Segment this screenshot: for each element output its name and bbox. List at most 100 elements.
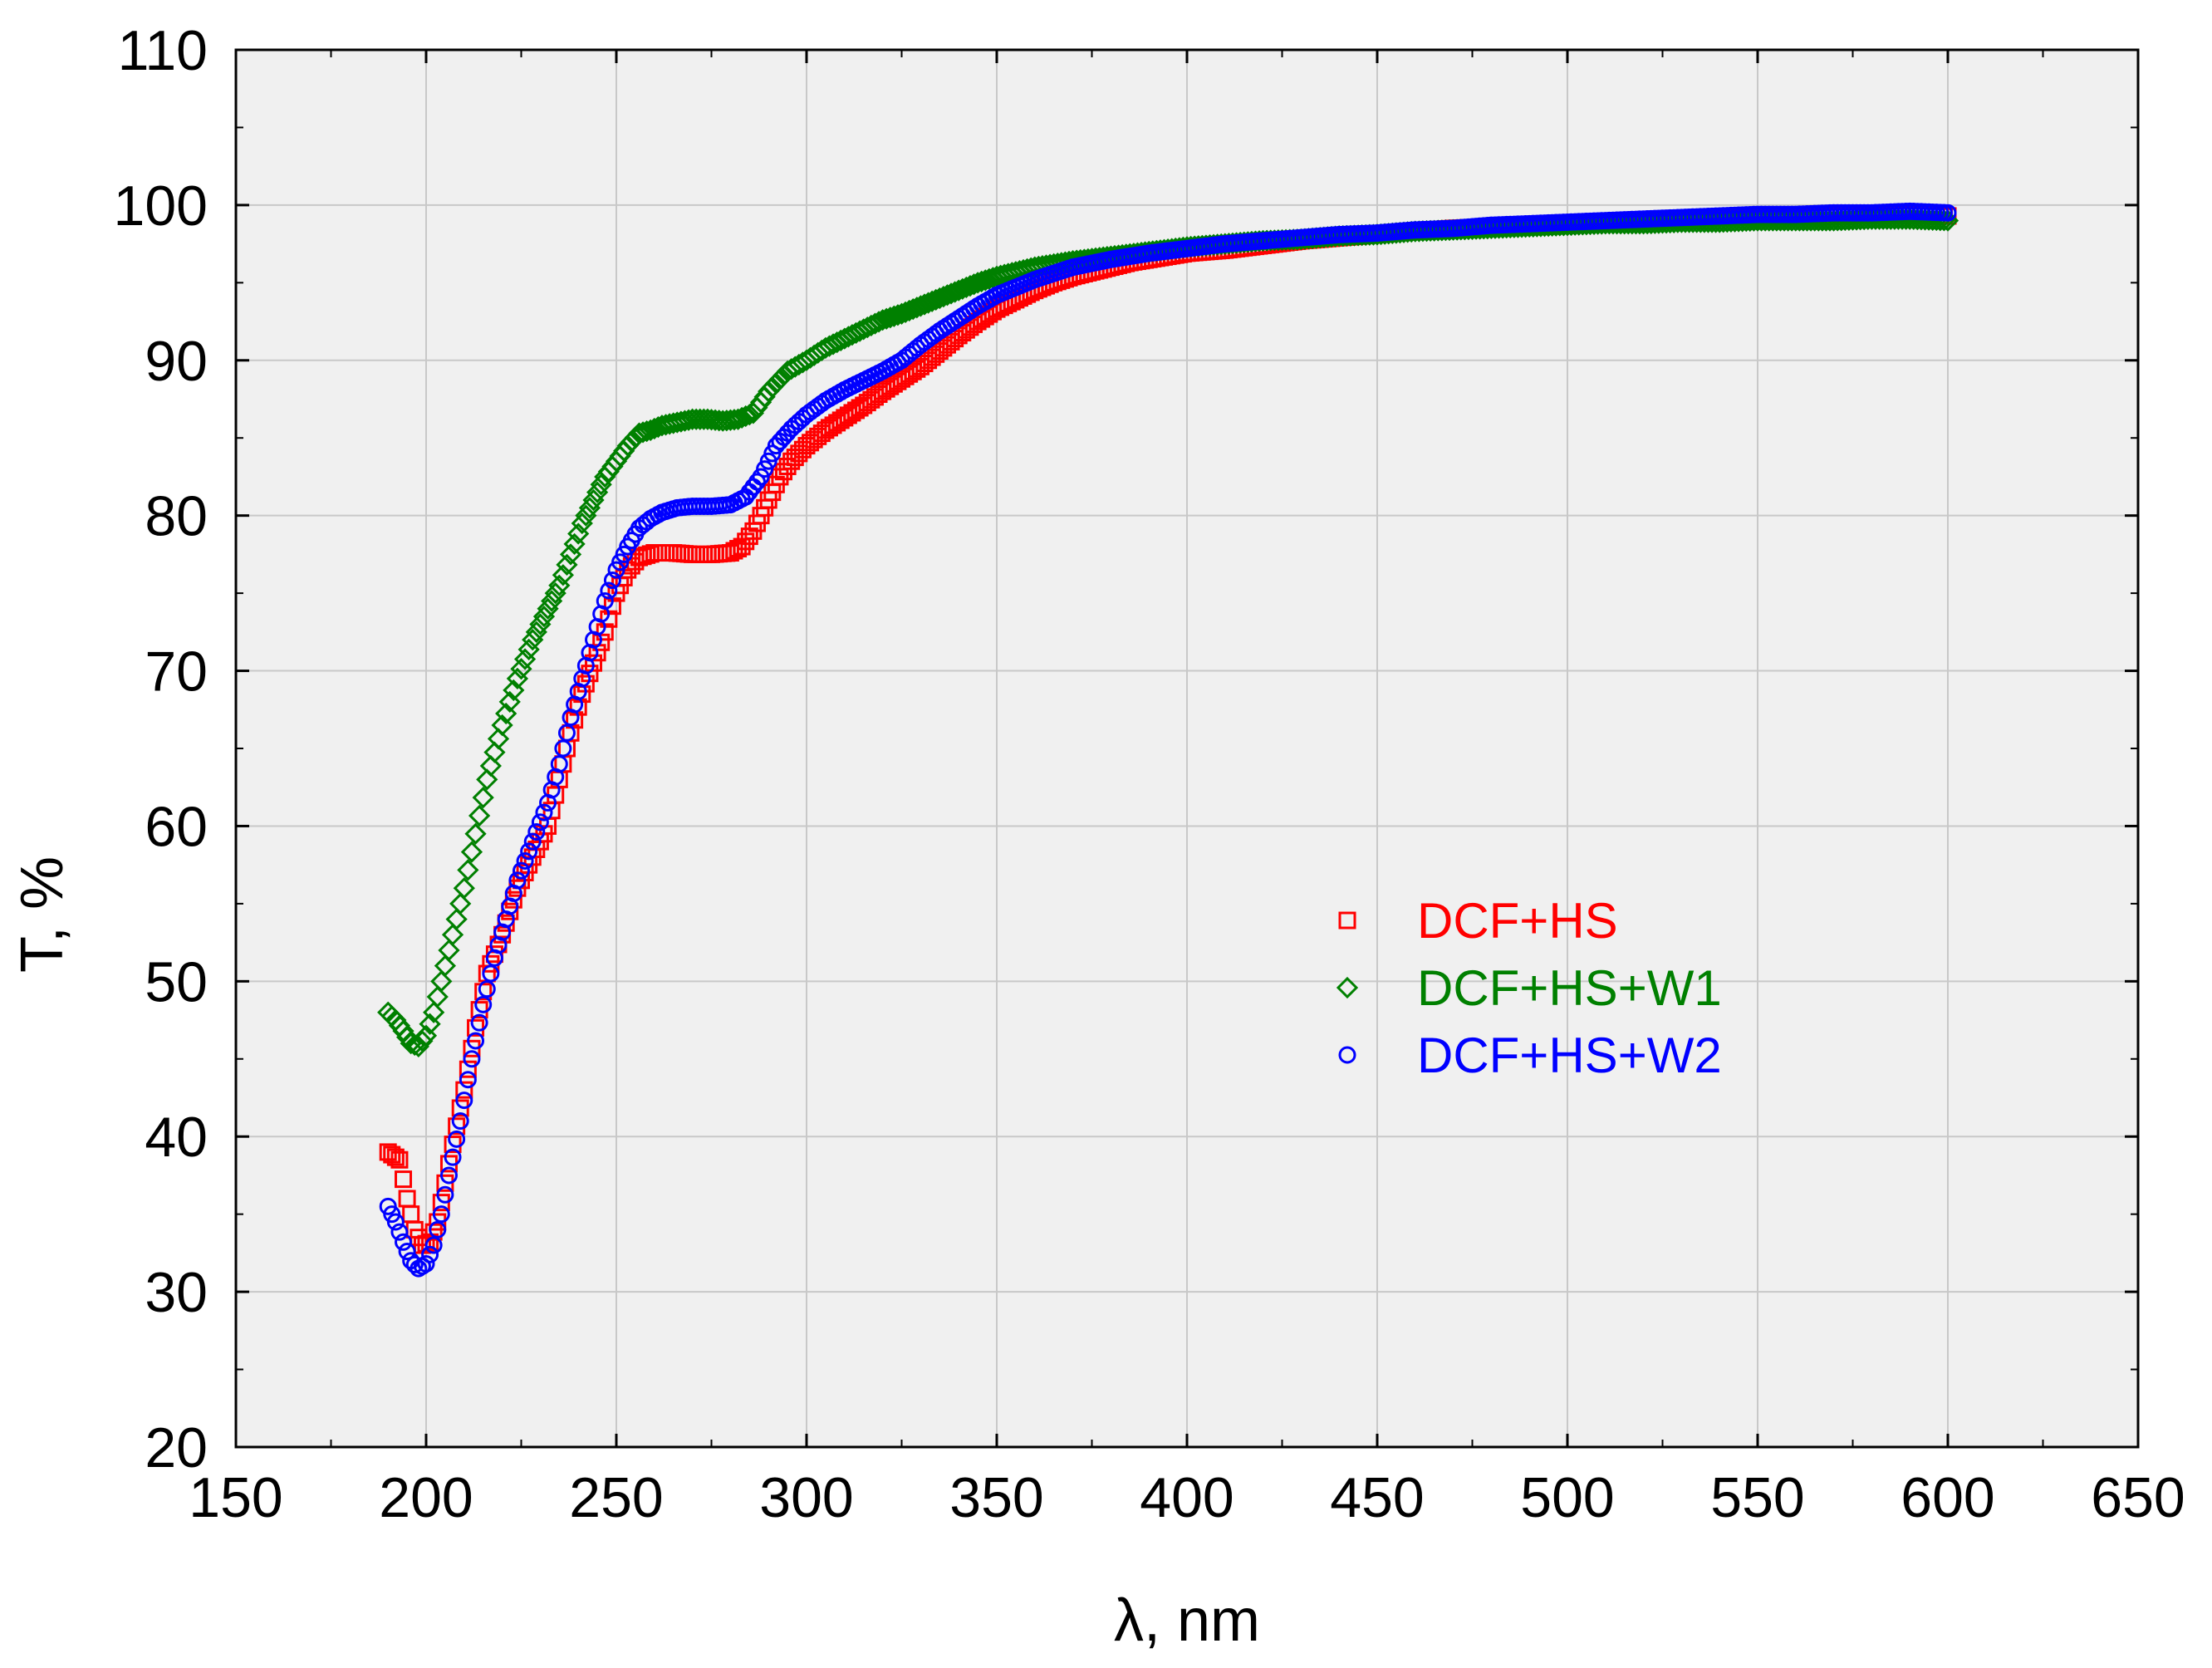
x-tick-label: 650 (2091, 1466, 2185, 1529)
x-tick-label: 200 (379, 1466, 473, 1529)
axis-ticks: 150 200 250 300 350 400 450 500 550 600 650 20 30 40 5… (114, 19, 2185, 1529)
legend-label: DCF+HS+W2 (1417, 1028, 1722, 1083)
data-point (575, 504, 597, 527)
data-point (970, 270, 993, 292)
data-point (620, 430, 643, 453)
x-tick-label: 300 (759, 1466, 853, 1529)
x-tick-label: 500 (1520, 1466, 1614, 1529)
data-point (529, 613, 552, 635)
data-point (578, 497, 601, 519)
y-tick-label: 30 (145, 1261, 208, 1324)
x-tick-label: 550 (1710, 1466, 1804, 1529)
data-point (478, 980, 496, 998)
data-point (438, 939, 460, 962)
data-point (479, 754, 502, 778)
x-tick-label: 600 (1901, 1466, 1994, 1529)
legend-marker-circle (1338, 1046, 1356, 1064)
data-point (459, 1071, 477, 1089)
data-point (421, 1245, 439, 1263)
data-point (525, 621, 547, 643)
data-point (390, 1223, 409, 1241)
data-point (921, 290, 944, 312)
data-point (894, 301, 917, 323)
y-tick-label: 50 (145, 950, 208, 1013)
data-point (936, 284, 959, 307)
data-point (460, 841, 483, 863)
data-point (487, 728, 510, 750)
data-point (867, 311, 890, 333)
data-point (902, 297, 925, 321)
data-point (531, 813, 549, 832)
data-point (453, 877, 475, 900)
data-point (445, 908, 468, 930)
data-point (554, 739, 572, 758)
y-tick-label: 70 (145, 640, 208, 704)
data-point (472, 787, 494, 809)
data-point (482, 964, 500, 983)
data-point (426, 985, 449, 1008)
x-tick-label: 250 (569, 1466, 663, 1529)
x-axis-label: λ, nm (1114, 1587, 1260, 1654)
data-point (917, 292, 939, 314)
data-point (483, 741, 506, 763)
data-point (738, 404, 761, 426)
data-point (470, 1013, 488, 1032)
data-point (727, 408, 749, 430)
data-point (932, 286, 955, 308)
data-point (571, 512, 593, 535)
data-point (474, 983, 493, 1001)
data-point (386, 1213, 405, 1231)
data-point (925, 288, 947, 312)
data-point (875, 307, 898, 330)
data-point (898, 299, 920, 322)
x-tick-label: 150 (189, 1466, 282, 1529)
data-point (436, 1185, 454, 1204)
legend-marker-diamond (1336, 976, 1359, 999)
data-point (449, 892, 472, 915)
data-point (944, 281, 966, 303)
data-point (439, 1166, 458, 1185)
data-point (404, 1033, 426, 1057)
data-point (951, 277, 974, 300)
data-point (455, 1092, 473, 1110)
data-point (532, 606, 556, 628)
data-point (731, 406, 753, 429)
data-point (457, 859, 479, 881)
data-point (592, 633, 611, 651)
data-point (395, 1170, 413, 1189)
data-point (476, 768, 498, 791)
data-point (966, 272, 989, 294)
data-point (585, 654, 603, 672)
y-tick-label: 40 (145, 1106, 208, 1169)
series-circle (379, 202, 1957, 1278)
y-tick-label: 60 (145, 795, 208, 858)
data-point (955, 276, 978, 299)
y-tick-label: 110 (118, 19, 208, 82)
data-point (557, 724, 576, 742)
data-point (441, 924, 464, 946)
data-point (616, 434, 639, 457)
data-point (1939, 204, 1957, 222)
data-point (451, 1112, 469, 1131)
data-point (939, 282, 963, 305)
data-point (432, 1205, 450, 1224)
data-point (423, 1001, 445, 1023)
data-point (467, 1032, 485, 1050)
y-tick-label: 20 (145, 1416, 208, 1479)
y-tick-label: 90 (145, 330, 208, 393)
y-tick-label: 100 (114, 174, 208, 238)
data-point (411, 1030, 434, 1052)
data-point (424, 1236, 443, 1254)
data-point (421, 1233, 439, 1251)
data-point (541, 590, 563, 612)
data-point (390, 1150, 409, 1169)
data-point (723, 409, 746, 431)
x-tick-label: 400 (1140, 1466, 1234, 1529)
data-point (948, 279, 970, 302)
data-point (455, 1081, 473, 1099)
data-point (550, 755, 568, 773)
data-point (537, 597, 559, 620)
data-point (883, 305, 905, 327)
legend-label: DCF+HS (1417, 893, 1618, 949)
